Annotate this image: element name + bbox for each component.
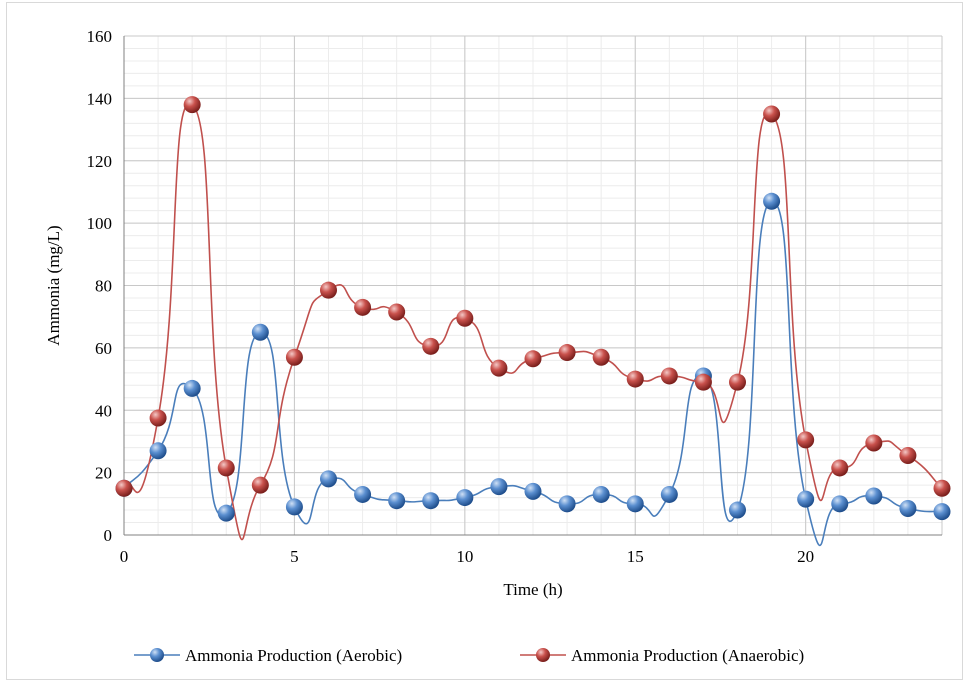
data-point-anaerobic xyxy=(183,96,201,114)
data-point-aerobic xyxy=(558,495,576,513)
data-point-anaerobic xyxy=(354,298,372,316)
data-point-anaerobic xyxy=(558,344,576,362)
grid xyxy=(123,35,943,536)
x-tick-label: 15 xyxy=(627,547,644,566)
legend-label-anaerobic: Ammonia Production (Anaerobic) xyxy=(571,646,804,665)
data-point-aerobic xyxy=(354,485,372,503)
line-chart: 0 5 10 15 20 0 20 40 60 80 100 120 140 160 Time (h) A… xyxy=(44,27,951,665)
data-point-aerobic xyxy=(320,470,337,488)
data-point-anaerobic xyxy=(524,350,542,368)
data-point-anaerobic xyxy=(456,309,474,327)
data-point-anaerobic xyxy=(320,281,337,299)
legend-item-aerobic[interactable]: Ammonia Production (Aerobic) xyxy=(134,646,402,665)
data-point-anaerobic xyxy=(217,459,235,477)
series-layer xyxy=(115,96,951,547)
data-point-aerobic xyxy=(899,499,917,517)
y-tick-label: 0 xyxy=(104,526,113,545)
data-point-anaerobic xyxy=(933,479,951,497)
x-tick-label: 20 xyxy=(797,547,814,566)
data-point-aerobic xyxy=(797,490,815,508)
y-tick-label: 120 xyxy=(87,152,113,171)
data-point-anaerobic xyxy=(831,459,849,477)
y-axis-title: Ammonia (mg/L) xyxy=(44,225,63,345)
y-tick-label: 80 xyxy=(95,277,112,296)
y-tick-label: 40 xyxy=(95,401,112,420)
chart-frame: 0 5 10 15 20 0 20 40 60 80 100 120 140 160 Time (h) A… xyxy=(6,2,963,680)
x-tick-label: 5 xyxy=(290,547,299,566)
data-point-aerobic xyxy=(729,501,746,519)
data-point-anaerobic xyxy=(865,434,883,452)
data-point-aerobic xyxy=(490,478,508,496)
data-point-aerobic xyxy=(456,489,474,507)
data-point-anaerobic xyxy=(592,348,610,366)
data-point-aerobic xyxy=(422,492,440,510)
legend-item-anaerobic[interactable]: Ammonia Production (Anaerobic) xyxy=(520,646,804,665)
data-point-aerobic xyxy=(763,192,781,210)
data-point-anaerobic xyxy=(388,303,406,321)
data-point-aerobic xyxy=(524,482,542,500)
legend: Ammonia Production (Aerobic) Ammonia Pro… xyxy=(134,646,804,665)
data-point-anaerobic xyxy=(899,446,917,464)
data-point-anaerobic xyxy=(797,431,815,449)
data-point-aerobic xyxy=(626,495,644,513)
data-point-aerobic xyxy=(933,503,951,521)
legend-marker-anaerobic xyxy=(536,648,550,662)
data-point-anaerobic xyxy=(149,409,167,427)
data-point-aerobic xyxy=(251,323,269,341)
data-point-anaerobic xyxy=(763,105,781,123)
y-tick-label: 100 xyxy=(87,214,113,233)
data-point-anaerobic xyxy=(285,348,303,366)
data-point-anaerobic xyxy=(660,367,678,385)
legend-label-aerobic: Ammonia Production (Aerobic) xyxy=(185,646,402,665)
data-point-aerobic xyxy=(149,442,167,460)
data-point-anaerobic xyxy=(422,337,440,355)
axes: 0 5 10 15 20 0 20 40 60 80 100 120 140 160 xyxy=(87,27,942,566)
data-point-aerobic xyxy=(217,504,235,522)
data-point-aerobic xyxy=(660,485,678,503)
data-point-aerobic xyxy=(865,487,883,505)
data-point-anaerobic xyxy=(115,479,133,497)
x-axis-title: Time (h) xyxy=(503,580,562,599)
y-tick-label: 160 xyxy=(87,27,113,46)
data-point-anaerobic xyxy=(694,373,712,391)
y-tick-label: 20 xyxy=(95,464,112,483)
data-point-anaerobic xyxy=(729,373,746,391)
data-point-aerobic xyxy=(388,492,406,510)
y-tick-label: 60 xyxy=(95,339,112,358)
x-tick-label: 10 xyxy=(456,547,473,566)
data-point-aerobic xyxy=(592,485,610,503)
data-point-aerobic xyxy=(285,498,303,516)
data-point-anaerobic xyxy=(251,476,269,494)
data-point-anaerobic xyxy=(490,359,508,377)
data-point-aerobic xyxy=(183,379,201,397)
data-point-aerobic xyxy=(831,495,849,513)
legend-marker-aerobic xyxy=(150,648,164,662)
series-line-anaerobic xyxy=(123,102,943,541)
data-point-anaerobic xyxy=(626,370,644,388)
y-tick-label: 140 xyxy=(87,89,113,108)
x-tick-label: 0 xyxy=(120,547,129,566)
